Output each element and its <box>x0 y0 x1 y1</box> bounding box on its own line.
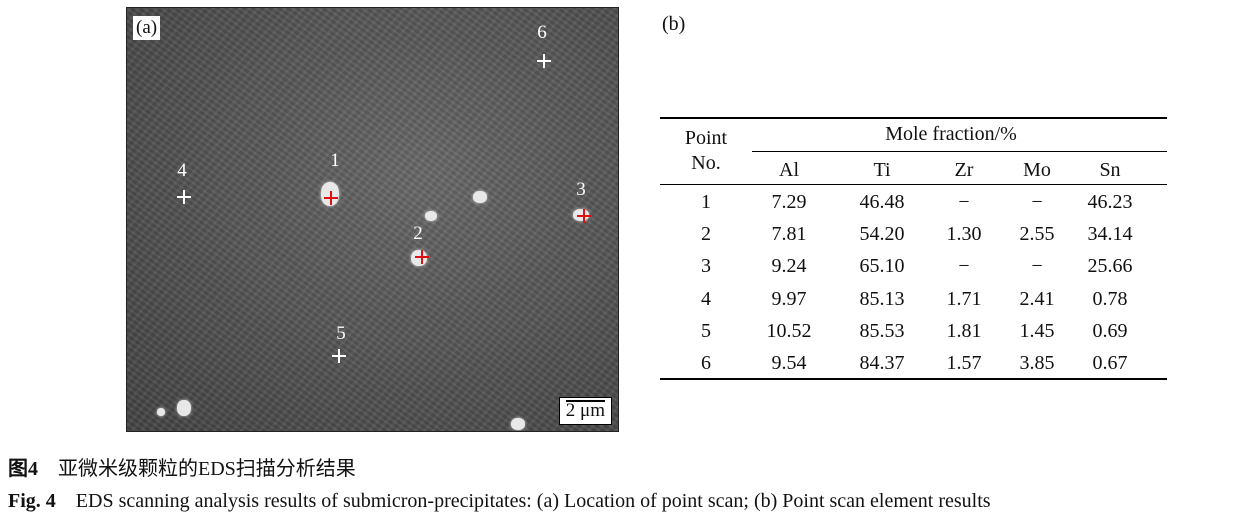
table-top-rule <box>660 117 1167 119</box>
scale-bar-label: 2 μm <box>565 400 605 421</box>
precipitate-particle <box>157 408 165 416</box>
point-label: 6 <box>537 22 547 43</box>
mole-fraction-cell: 85.53 <box>859 319 905 342</box>
scale-bar: 2 μm <box>558 397 612 425</box>
precipitate-particle <box>177 400 191 416</box>
row-header-line1: Point <box>684 127 728 149</box>
mole-fraction-cell: 0.78 <box>1092 287 1128 310</box>
scale-bar-line <box>565 400 605 402</box>
mole-fraction-cell: 9.24 <box>771 255 807 278</box>
point-number-cell: 5 <box>701 319 711 342</box>
caption-english: Fig. 4 EDS scanning analysis results of … <box>8 490 991 513</box>
red-cross-marker-icon <box>415 250 429 264</box>
panel-b-label: (b) <box>662 13 686 35</box>
mole-fraction-cell: 1.30 <box>946 223 982 246</box>
mole-fraction-cell: 2.55 <box>1019 223 1055 246</box>
table-bottom-rule <box>660 378 1167 380</box>
sem-micrograph: (a) 1 2 3 4 5 6 2 μm <box>126 7 619 432</box>
mole-fraction-cell: 65.10 <box>859 255 905 278</box>
column-header: Ti <box>873 159 891 181</box>
mole-fraction-cell: 9.54 <box>771 352 807 374</box>
mole-fraction-cell: 46.48 <box>859 191 905 213</box>
row-header-line2: No. <box>691 152 721 174</box>
red-cross-marker-icon <box>577 209 591 223</box>
precipitate-particle <box>473 191 487 203</box>
panel-a-label: (a) <box>133 16 161 40</box>
caption-cn-label: 图4 <box>8 458 38 480</box>
mole-fraction-cell: 1.57 <box>946 352 982 374</box>
mole-fraction-cell: 46.23 <box>1087 191 1133 213</box>
mole-fraction-cell: − <box>1031 191 1043 213</box>
precipitate-particle <box>411 250 427 266</box>
point-label: 5 <box>336 323 346 344</box>
red-cross-marker-icon <box>324 191 338 205</box>
point-number-cell: 2 <box>701 223 711 246</box>
precipitate-particle <box>511 418 525 430</box>
mole-fraction-cell: 7.81 <box>771 223 807 246</box>
caption-en-text: EDS scanning analysis results of submicr… <box>75 490 991 512</box>
mole-fraction-cell: 0.69 <box>1092 319 1128 342</box>
group-header: Mole fraction/% <box>885 123 1017 145</box>
column-header: Al <box>779 159 799 181</box>
caption-en-label: Fig. 4 <box>8 490 56 512</box>
mole-fraction-cell: 34.14 <box>1087 223 1133 246</box>
group-header-rule <box>752 151 1167 152</box>
mole-fraction-cell: 7.29 <box>771 191 807 213</box>
mole-fraction-cell: 25.66 <box>1087 255 1133 278</box>
point-label: 2 <box>413 223 423 244</box>
column-header: Mo <box>1023 159 1051 181</box>
mole-fraction-cell: 84.37 <box>859 352 905 374</box>
mole-fraction-cell: − <box>958 255 970 278</box>
point-number-cell: 1 <box>701 191 711 213</box>
mole-fraction-cell: 10.52 <box>766 319 812 342</box>
mole-fraction-cell: 0.67 <box>1092 352 1128 374</box>
mole-fraction-cell: 1.45 <box>1019 319 1055 342</box>
column-header: Zr <box>954 159 974 181</box>
white-cross-marker-icon <box>332 349 346 363</box>
mole-fraction-cell: 9.97 <box>771 287 807 310</box>
mole-fraction-cell: − <box>1031 255 1043 278</box>
mole-fraction-cell: 3.85 <box>1019 352 1055 374</box>
header-rule <box>660 184 1167 185</box>
precipitate-particle <box>425 211 437 221</box>
point-number-cell: 6 <box>701 352 711 374</box>
point-label: 3 <box>576 179 586 200</box>
point-number-cell: 3 <box>701 255 711 278</box>
mole-fraction-cell: 54.20 <box>859 223 905 246</box>
white-cross-marker-icon <box>177 190 191 204</box>
white-cross-marker-icon <box>537 54 551 68</box>
point-number-cell: 4 <box>701 287 711 310</box>
caption-cn-text: 亚微米级颗粒的EDS扫描分析结果 <box>58 458 356 480</box>
point-label: 1 <box>330 150 340 171</box>
point-label: 4 <box>177 160 187 181</box>
caption-chinese: 图4 亚微米级颗粒的EDS扫描分析结果 <box>8 452 356 481</box>
mole-fraction-cell: 85.13 <box>859 287 905 310</box>
mole-fraction-cell: 2.41 <box>1019 287 1055 310</box>
column-header: Sn <box>1099 159 1121 181</box>
mole-fraction-cell: 1.81 <box>946 319 982 342</box>
mole-fraction-cell: − <box>958 191 970 213</box>
mole-fraction-cell: 1.71 <box>946 287 982 310</box>
